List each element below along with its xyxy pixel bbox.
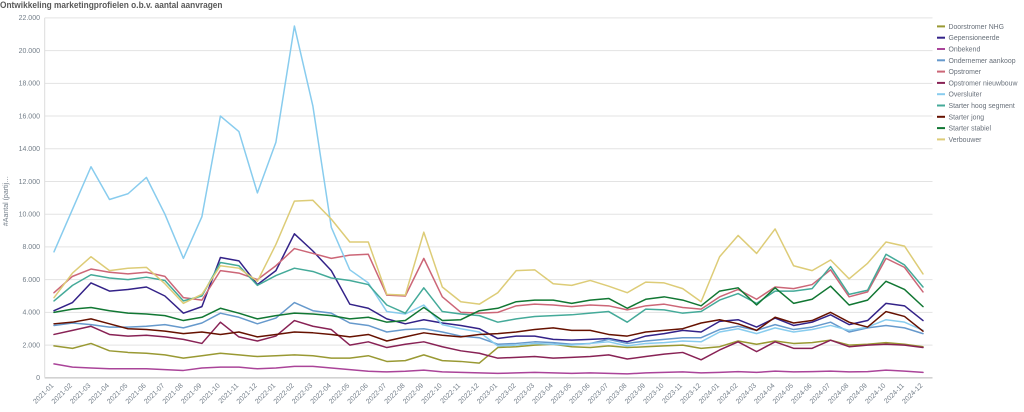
svg-text:10.000: 10.000 [19,212,41,219]
svg-text:Starter hoog segment: Starter hoog segment [949,103,1015,110]
svg-text:Starter jong: Starter jong [949,114,985,121]
svg-text:0: 0 [36,375,40,382]
svg-text:14.000: 14.000 [19,146,41,153]
svg-text:16.000: 16.000 [19,113,41,120]
svg-text:Doorstromer NHG: Doorstromer NHG [949,24,1005,31]
svg-text:Verbouwer: Verbouwer [949,137,983,144]
svg-text:Starter stabiel: Starter stabiel [949,126,992,133]
svg-text:Oversluiter: Oversluiter [949,92,983,99]
svg-text:6.000: 6.000 [22,277,40,284]
svg-text:8.000: 8.000 [22,244,40,251]
svg-text:18.000: 18.000 [19,81,41,88]
svg-text:20.000: 20.000 [19,48,41,55]
svg-text:Opstromer nieuwbouw: Opstromer nieuwbouw [949,80,1018,87]
svg-text:#Aantal (partij…: #Aantal (partij… [3,176,10,226]
svg-text:22.000: 22.000 [19,15,41,22]
svg-text:Gepensioneerde: Gepensioneerde [949,35,1000,42]
svg-text:12.000: 12.000 [19,179,41,186]
svg-text:2.000: 2.000 [22,342,40,349]
svg-text:4.000: 4.000 [22,310,40,317]
svg-text:Onbekend: Onbekend [949,47,981,54]
svg-text:Opstromer: Opstromer [949,69,982,76]
svg-text:Ondernemer aankoop: Ondernemer aankoop [949,58,1016,65]
